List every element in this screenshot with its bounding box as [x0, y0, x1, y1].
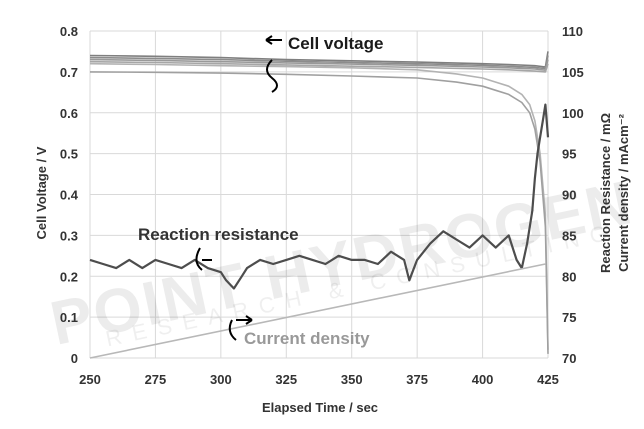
annotation-reaction-resistance: Reaction resistance: [138, 225, 299, 244]
series-line-2: [89, 58, 549, 71]
x-tick-label: 350: [341, 372, 363, 387]
x-tick-label: 375: [406, 372, 428, 387]
y-right-tick-label: 90: [562, 188, 576, 203]
y-right-axis-title-text: Reaction Resistance / mΩ Current density …: [598, 113, 631, 273]
y-right-axis-title-line: Reaction Resistance / mΩ: [598, 113, 613, 273]
x-tick-label: 250: [79, 372, 101, 387]
y-left-tick-label: 0.7: [60, 65, 78, 80]
y-left-tick-label: 0.6: [60, 106, 78, 121]
series-lines: [89, 51, 550, 359]
annotations: Cell voltage Reaction resistance Current…: [138, 34, 383, 348]
y-right-tick-labels: 70 75 80 85 90 95 100 105 110: [562, 24, 584, 366]
x-tick-label: 300: [210, 372, 232, 387]
annotation-current-density: Current density: [244, 329, 370, 348]
series-line-1: [89, 55, 549, 70]
y-right-axis-title-line: Current density / mAcm⁻²: [616, 113, 631, 272]
y-left-tick-label: 0.8: [60, 24, 78, 39]
y-right-tick-label: 85: [562, 228, 576, 243]
y-right-tick-label: 95: [562, 147, 576, 162]
x-tick-labels: 250 275 300 325 350 375 400 425: [79, 372, 559, 387]
y-left-tick-labels: 0 0.1 0.2 0.3 0.4 0.5 0.6 0.7 0.8: [60, 24, 79, 366]
x-tick-label: 400: [472, 372, 494, 387]
y-right-tick-label: 75: [562, 310, 576, 325]
y-left-tick-label: 0.4: [60, 188, 79, 203]
y-right-tick-label: 100: [562, 106, 584, 121]
series-line-4: [89, 62, 549, 350]
y-left-tick-label: 0.5: [60, 147, 78, 162]
y-right-tick-label: 105: [562, 65, 584, 80]
y-left-tick-label: 0.3: [60, 228, 78, 243]
series-line-5: [89, 71, 549, 354]
reaction-resistance-arrow-icon: [195, 247, 212, 271]
x-tick-label: 325: [275, 372, 297, 387]
y-left-axis-title: Cell Voltage / V: [34, 146, 49, 239]
y-left-tick-label: 0.2: [60, 269, 78, 284]
y-right-tick-label: 80: [562, 269, 576, 284]
y-right-tick-label: 110: [562, 24, 583, 39]
x-tick-label: 425: [537, 372, 559, 387]
current-density-arrow-icon: [228, 315, 253, 341]
y-left-tick-label: 0.1: [60, 310, 78, 325]
series-line-0: [89, 51, 549, 68]
cell-voltage-curl-icon: [266, 59, 278, 93]
series-line-6: [89, 103, 550, 290]
series-line-3: [89, 60, 549, 73]
annotation-cell-voltage: Cell voltage: [288, 34, 383, 53]
x-axis-title: Elapsed Time / sec: [262, 400, 378, 415]
cell-voltage-arrow-icon: [265, 35, 282, 45]
series-line-7: [89, 263, 546, 359]
y-right-axis-title: Reaction Resistance / mΩ Current density …: [598, 113, 631, 273]
y-left-tick-label: 0: [71, 351, 78, 366]
y-right-tick-label: 70: [562, 351, 576, 366]
x-tick-label: 275: [145, 372, 167, 387]
